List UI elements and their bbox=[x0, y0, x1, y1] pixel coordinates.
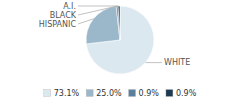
category-label: A.I. bbox=[63, 2, 76, 11]
leader-line bbox=[78, 6, 117, 15]
legend-label: 73.1% bbox=[54, 89, 80, 98]
legend-swatch bbox=[166, 90, 173, 97]
legend-entry: 73.1% bbox=[44, 89, 80, 98]
category-label: BLACK bbox=[50, 11, 77, 20]
pie-slice bbox=[116, 6, 120, 40]
legend-entry: 25.0% bbox=[86, 89, 122, 98]
legend: 73.1% 25.0% 0.9% 0.9% bbox=[44, 89, 197, 98]
legend-swatch bbox=[86, 90, 93, 97]
legend-label: 0.9% bbox=[139, 89, 160, 98]
legend-swatch bbox=[44, 90, 51, 97]
legend-label: 0.9% bbox=[176, 89, 197, 98]
pie-slice bbox=[86, 6, 154, 74]
chart: WHITE HISPANICBLACKA.I. 73.1% 25.0% 0.9% 0.9% bbox=[0, 0, 240, 100]
leader-line bbox=[78, 19, 93, 24]
legend-entry: 0.9% bbox=[129, 89, 160, 98]
leader-line bbox=[145, 62, 162, 63]
pie: WHITE HISPANICBLACKA.I. bbox=[39, 2, 190, 74]
pie-slice bbox=[118, 6, 120, 40]
legend-swatch bbox=[129, 90, 136, 97]
legend-label: 25.0% bbox=[96, 89, 122, 98]
legend-entry: 0.9% bbox=[166, 89, 197, 98]
category-label: WHITE bbox=[164, 58, 190, 67]
leader-line bbox=[78, 6, 119, 7]
category-label: HISPANIC bbox=[39, 20, 77, 29]
